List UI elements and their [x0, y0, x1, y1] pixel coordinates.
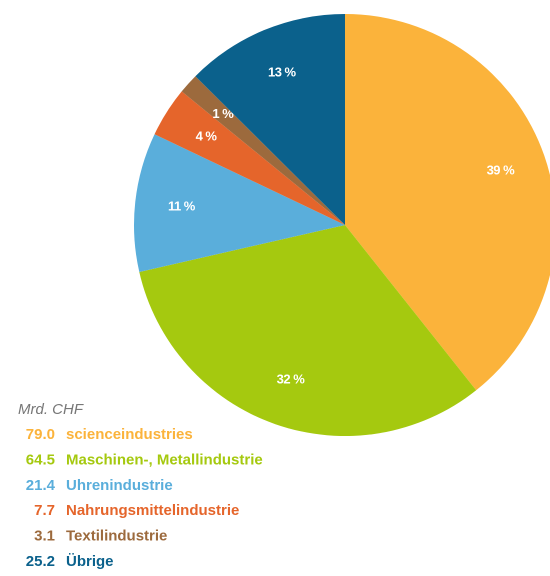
legend-label: Textilindustrie — [66, 528, 167, 545]
slice-label: 1 % — [212, 106, 234, 121]
slice-label: 39 % — [487, 162, 516, 177]
slice-label: 32 % — [277, 372, 306, 387]
legend-value: 7.7 — [34, 502, 55, 519]
slice-label: 13 % — [268, 64, 297, 79]
pie-slice — [154, 91, 345, 225]
legend-label: Nahrungsmittelindustrie — [66, 502, 239, 519]
legend-label: Maschinen-, Metallindustrie — [66, 451, 263, 468]
unit-label: Mrd. CHF — [18, 401, 84, 418]
legend-value: 3.1 — [34, 528, 55, 545]
pie-slice — [195, 13, 345, 225]
legend-value: 64.5 — [26, 451, 55, 468]
pie-slice — [134, 134, 345, 272]
pie-slice — [181, 76, 345, 225]
pie-slice — [139, 225, 477, 436]
legend-value: 25.2 — [26, 553, 55, 570]
legend-value: 21.4 — [26, 477, 56, 494]
legend-label: Uhrenindustrie — [66, 477, 173, 494]
legend-value: 79.0 — [26, 426, 55, 443]
slice-label: 11 % — [168, 198, 196, 213]
pie-slice — [345, 14, 550, 391]
legend-label: scienceindustries — [66, 426, 193, 443]
legend-label: Übrige — [66, 553, 114, 570]
slice-label: 4 % — [196, 128, 218, 143]
